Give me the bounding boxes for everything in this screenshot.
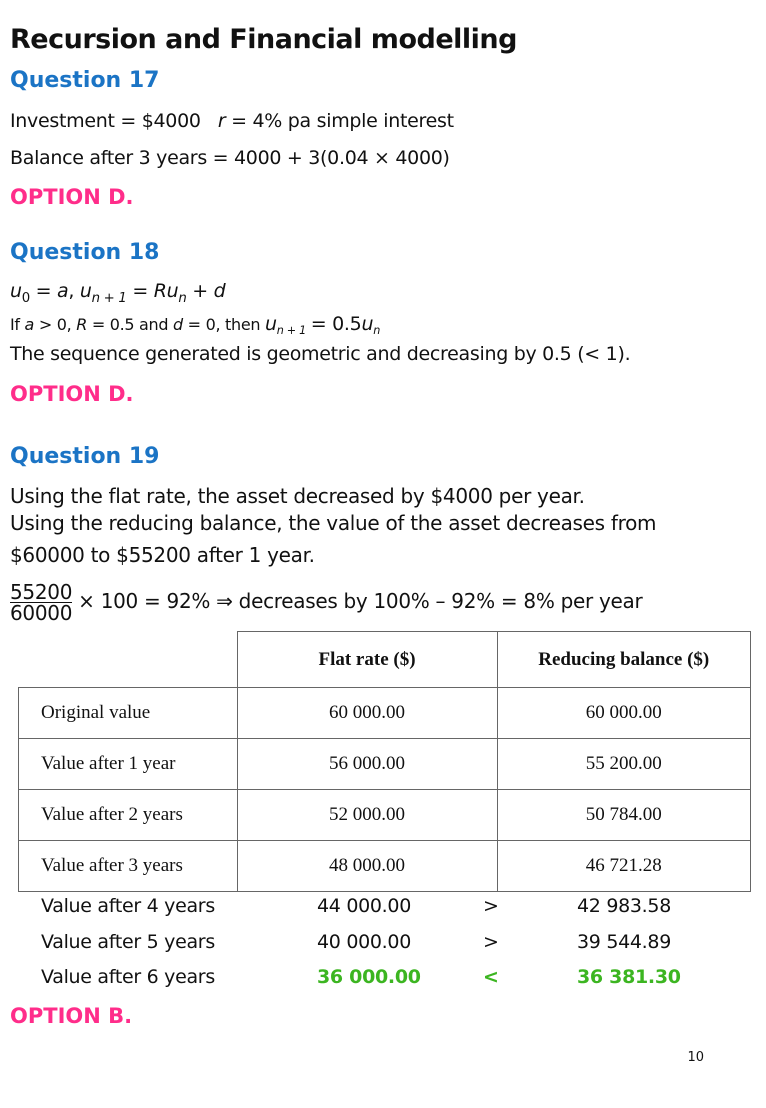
q19-line-2: Using the reducing balance, the value of…: [10, 511, 657, 535]
row-label: Value after 6 years: [41, 966, 215, 988]
reducing-value: 55 200.00: [496, 738, 751, 790]
rate-text: = 4% pa simple interest: [225, 110, 454, 132]
flat-value: 56 000.00: [236, 738, 498, 790]
flat-value: 44 000.00: [317, 895, 411, 917]
q17-option: OPTION D.: [10, 185, 134, 209]
comparison: >: [483, 931, 499, 953]
flat-value: 40 000.00: [317, 931, 411, 953]
question-17-heading: Question 17: [10, 68, 160, 93]
table-header-row: Flat rate ($) Reducing balance ($): [19, 631, 751, 688]
fraction-numerator: 55200: [10, 580, 73, 604]
fraction-result: × 100 = 92% ⇒ decreases by 100% – 92% = …: [72, 589, 643, 613]
table-row: Original value 60 000.00 60 000.00: [18, 687, 751, 739]
q18-condition: If a > 0, R = 0.5 and d = 0, then un + 1…: [10, 313, 380, 338]
investment-text: Investment = $4000: [10, 110, 201, 132]
q18-line-3: The sequence generated is geometric and …: [10, 343, 631, 365]
flat-value: 60 000.00: [236, 687, 498, 739]
rate-symbol: r: [217, 110, 226, 132]
q19-line-3: $60000 to $55200 after 1 year.: [10, 543, 315, 567]
row-label: Value after 4 years: [41, 895, 215, 917]
depreciation-table: Flat rate ($) Reducing balance ($) Origi…: [18, 631, 751, 892]
q17-line-1: Investment = $4000 r = 4% pa simple inte…: [10, 110, 454, 132]
q17-line-2: Balance after 3 years = 4000 + 3(0.04 × …: [10, 147, 450, 169]
row-label: Original value: [18, 687, 238, 739]
q19-fraction-line: 55200 60000 × 100 = 92% ⇒ decreases by 10…: [10, 582, 643, 623]
reducing-value: 46 721.28: [496, 840, 751, 892]
flat-value: 48 000.00: [236, 840, 498, 892]
q19-line-1: Using the flat rate, the asset decreased…: [10, 484, 585, 508]
table-row: Value after 1 year 56 000.00 55 200.00: [18, 738, 751, 790]
header-flat-rate: Flat rate ($): [236, 631, 498, 688]
comparison-highlight: <: [483, 966, 499, 988]
reducing-value: 42 983.58: [577, 895, 671, 917]
table-row: Value after 3 years 48 000.00 46 721.28: [18, 840, 751, 892]
reducing-value-highlight: 36 381.30: [577, 966, 681, 988]
row-label: Value after 3 years: [18, 840, 238, 892]
reducing-value: 60 000.00: [496, 687, 751, 739]
comparison: >: [483, 895, 499, 917]
row-label: Value after 2 years: [18, 789, 238, 841]
fraction-denominator: 60000: [10, 601, 73, 625]
header-reducing-balance: Reducing balance ($): [496, 631, 751, 688]
flat-value-highlight: 36 000.00: [317, 966, 421, 988]
reducing-value: 50 784.00: [496, 789, 751, 841]
table-row: Value after 2 years 52 000.00 50 784.00: [18, 789, 751, 841]
page-title: Recursion and Financial modelling: [10, 24, 517, 55]
row-label: Value after 1 year: [18, 738, 238, 790]
flat-value: 52 000.00: [236, 789, 498, 841]
empty-cell: [19, 632, 238, 688]
q18-option: OPTION D.: [10, 382, 134, 406]
page-number: 10: [687, 1050, 704, 1065]
q19-option: OPTION B.: [10, 1004, 133, 1028]
q18-recurrence: u0 = a, un + 1 = Run + d: [10, 280, 226, 306]
fraction: 55200 60000: [10, 582, 72, 623]
question-18-heading: Question 18: [10, 240, 160, 265]
row-label: Value after 5 years: [41, 931, 215, 953]
reducing-value: 39 544.89: [577, 931, 671, 953]
question-19-heading: Question 19: [10, 444, 160, 469]
